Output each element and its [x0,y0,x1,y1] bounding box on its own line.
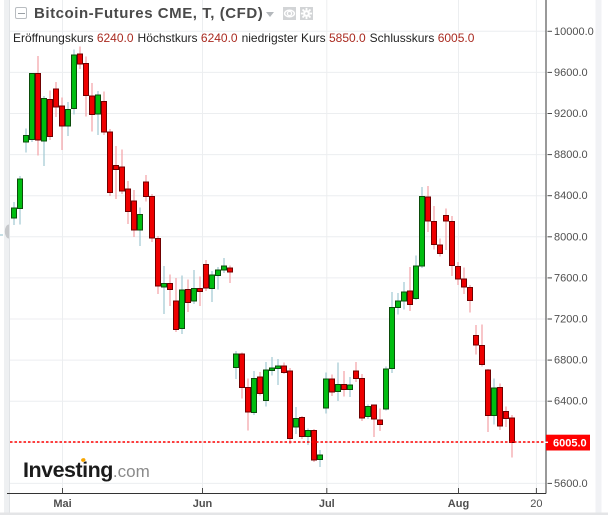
svg-text:Investing.com: Investing.com [23,458,150,482]
svg-text:6400.0: 6400.0 [554,396,588,408]
svg-text:Aug: Aug [448,498,469,510]
svg-text:7200.0: 7200.0 [554,314,588,326]
svg-text:Jun: Jun [193,498,213,510]
svg-text:9200.0: 9200.0 [554,108,588,120]
svg-text:8800.0: 8800.0 [554,149,588,161]
svg-text:9600.0: 9600.0 [554,67,588,79]
svg-text:10000.0: 10000.0 [554,26,594,38]
svg-text:8400.0: 8400.0 [554,190,588,202]
svg-text:Jul: Jul [319,498,335,510]
svg-text:6005.0: 6005.0 [553,437,587,449]
svg-text:8000.0: 8000.0 [554,231,588,243]
svg-text:5600.0: 5600.0 [554,478,588,490]
svg-text:Mai: Mai [53,498,71,510]
svg-text:7600.0: 7600.0 [554,272,588,284]
svg-text:20: 20 [530,498,542,510]
svg-text:6800.0: 6800.0 [554,355,588,367]
